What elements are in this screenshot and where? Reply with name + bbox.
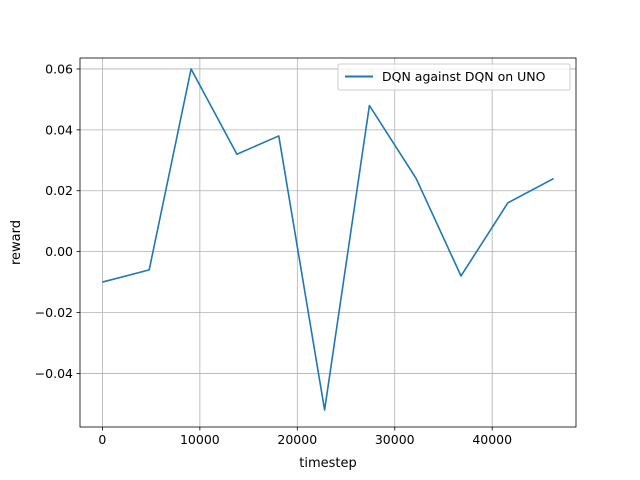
legend-label: DQN against DQN on UNO bbox=[382, 69, 546, 84]
series-line bbox=[102, 68, 554, 411]
x-tick-label: 40000 bbox=[472, 432, 512, 447]
y-axis-label: reward bbox=[9, 220, 24, 265]
y-tick-label: −0.04 bbox=[35, 366, 73, 381]
x-axis-label: timestep bbox=[299, 456, 357, 471]
legend-box bbox=[337, 63, 571, 91]
ticks: 0 10000 20000 30000 40000 −0.04 −0.02 0.00 0.02 0… bbox=[35, 61, 512, 447]
legend: DQN against DQN on UNO bbox=[337, 63, 571, 91]
x-tick-label: 30000 bbox=[375, 432, 415, 447]
x-tick-label: 10000 bbox=[180, 432, 220, 447]
x-tick-label: 0 bbox=[98, 432, 106, 447]
y-tick-label: 0.00 bbox=[45, 244, 73, 259]
x-tick-label: 20000 bbox=[277, 432, 317, 447]
y-tick-label: 0.04 bbox=[45, 122, 73, 137]
y-tick-label: −0.02 bbox=[35, 305, 73, 320]
series-layer bbox=[102, 68, 554, 411]
y-tick-label: 0.06 bbox=[45, 61, 73, 76]
y-tick-label: 0.02 bbox=[45, 183, 73, 198]
plot-frame bbox=[79, 57, 577, 428]
